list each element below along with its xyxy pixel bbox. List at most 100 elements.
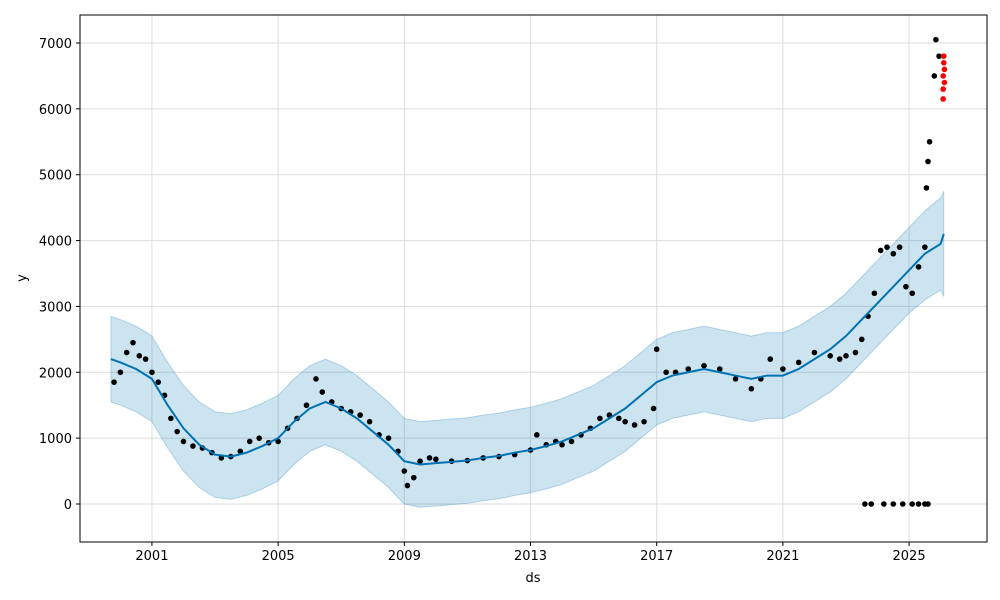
data-point xyxy=(190,443,196,449)
data-point xyxy=(780,366,786,372)
data-point xyxy=(925,158,931,165)
data-point xyxy=(534,432,540,438)
data-point xyxy=(843,353,849,359)
data-point xyxy=(433,456,439,463)
outlier-point xyxy=(940,86,946,92)
data-point xyxy=(417,458,423,464)
data-point xyxy=(155,379,162,385)
data-point xyxy=(123,349,130,356)
data-point xyxy=(237,448,244,455)
y-tick-label: 0 xyxy=(64,498,72,513)
data-point xyxy=(909,290,916,297)
data-point xyxy=(903,283,909,290)
data-point xyxy=(896,244,903,250)
data-point xyxy=(622,418,628,425)
x-tick-label: 2025 xyxy=(893,549,926,564)
data-point xyxy=(313,376,319,382)
data-point xyxy=(401,468,408,474)
data-point xyxy=(915,264,922,270)
x-axis-label: ds xyxy=(525,571,540,586)
data-point xyxy=(868,501,875,507)
data-point xyxy=(366,418,373,425)
data-point xyxy=(256,435,262,441)
outlier-point xyxy=(940,73,946,79)
data-point xyxy=(641,418,647,425)
data-point xyxy=(716,366,723,372)
data-point xyxy=(597,415,603,422)
outlier-point xyxy=(940,53,947,59)
data-point xyxy=(111,379,117,385)
x-tick-label: 2021 xyxy=(766,549,799,564)
data-point xyxy=(862,501,868,507)
data-point xyxy=(936,53,942,59)
data-point xyxy=(852,349,859,356)
outlier-point xyxy=(940,96,946,102)
data-point xyxy=(933,36,939,43)
forecast-line xyxy=(110,233,945,466)
y-tick-label: 4000 xyxy=(39,235,72,250)
data-point xyxy=(168,415,174,422)
data-point xyxy=(685,366,692,372)
data-point xyxy=(275,438,281,445)
uncertainty-band xyxy=(110,190,945,508)
data-point xyxy=(827,353,834,359)
y-tick-label: 2000 xyxy=(39,366,72,381)
data-point xyxy=(881,501,887,507)
data-point xyxy=(811,349,818,356)
data-point xyxy=(858,336,865,343)
data-point xyxy=(149,369,155,376)
data-point xyxy=(767,356,774,362)
data-point xyxy=(653,346,660,353)
data-point xyxy=(136,353,143,359)
data-point xyxy=(174,428,180,435)
x-tick-label: 2013 xyxy=(514,549,547,564)
data-point xyxy=(142,356,149,362)
x-tick-label: 2001 xyxy=(135,549,168,564)
data-point xyxy=(926,138,933,145)
x-tick-label: 2005 xyxy=(262,549,295,564)
data-point xyxy=(559,441,565,448)
data-point xyxy=(909,501,916,507)
data-point xyxy=(884,244,890,250)
data-point xyxy=(899,501,906,507)
y-tick-label: 5000 xyxy=(39,169,72,184)
outlier-point xyxy=(940,59,947,66)
data-point xyxy=(410,474,417,481)
data-point xyxy=(877,247,884,254)
plot-frame xyxy=(79,14,988,543)
data-point xyxy=(319,389,326,395)
data-point xyxy=(925,501,931,507)
data-point xyxy=(922,244,928,250)
outlier-point xyxy=(941,79,948,86)
data-point xyxy=(923,185,930,191)
data-point xyxy=(701,362,707,369)
data-point xyxy=(890,501,897,507)
outlier-point xyxy=(941,66,948,73)
data-point xyxy=(303,402,310,409)
y-tick-label: 6000 xyxy=(39,103,72,118)
data-point xyxy=(357,412,363,418)
data-point xyxy=(385,435,392,441)
y-tick-label: 7000 xyxy=(39,37,72,52)
data-point xyxy=(748,385,755,392)
data-point xyxy=(915,501,922,507)
data-point xyxy=(836,356,843,362)
data-point xyxy=(732,376,739,382)
data-point xyxy=(404,482,411,489)
data-point xyxy=(426,455,433,461)
data-point xyxy=(650,405,657,412)
data-point xyxy=(663,369,669,376)
data-point xyxy=(130,339,136,346)
data-point xyxy=(246,438,253,445)
data-point xyxy=(871,290,878,297)
data-point xyxy=(931,73,938,79)
data-point xyxy=(568,438,575,445)
y-tick-label: 3000 xyxy=(39,300,72,315)
data-point xyxy=(117,369,124,376)
x-tick-label: 2009 xyxy=(388,549,421,564)
data-point xyxy=(795,359,802,366)
data-point xyxy=(616,415,622,422)
y-tick-label: 1000 xyxy=(39,432,72,447)
y-axis-label: y xyxy=(15,274,30,282)
